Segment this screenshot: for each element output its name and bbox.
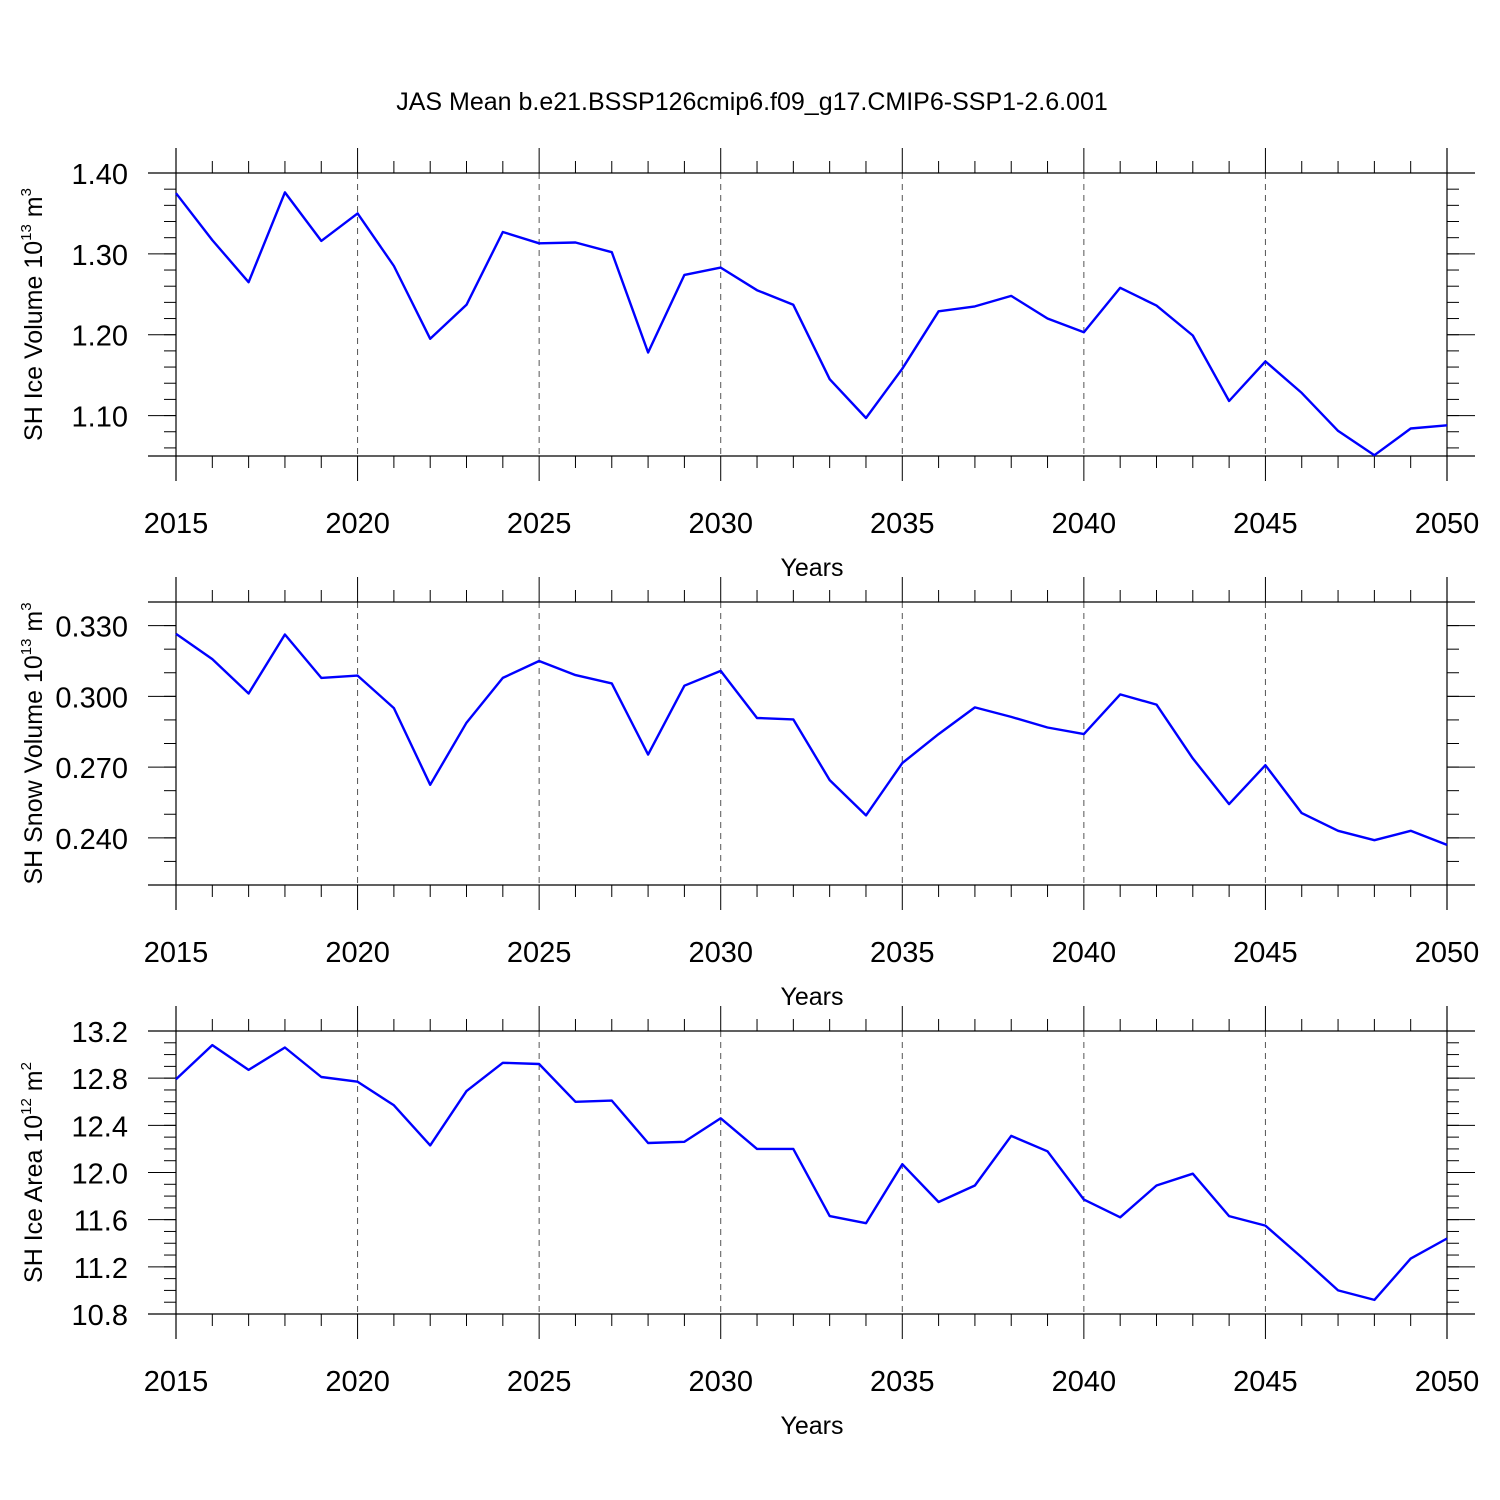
y-axis-label-unit-exp: 2: [18, 1062, 35, 1070]
y-axis-label-exp: 12: [18, 1098, 35, 1115]
x-tick-label: 2015: [144, 1366, 209, 1398]
y-axis-label-unit-exp: 3: [18, 602, 35, 610]
y-axis-label-exp: 13: [18, 639, 35, 656]
x-tick-label: 2030: [688, 1366, 753, 1398]
x-axis-label: Years: [780, 554, 843, 582]
y-tick-label: 0.240: [55, 824, 128, 856]
y-axis-label-unit: m: [20, 611, 48, 639]
x-tick-label: 2015: [144, 508, 209, 540]
y-axis-label: SH Ice Area 1012 m2: [18, 1062, 48, 1283]
x-tick-label: 2045: [1233, 937, 1298, 969]
x-tick-label: 2045: [1233, 1366, 1298, 1398]
y-tick-label: 0.270: [55, 753, 128, 785]
y-axis-label-unit: m: [20, 1070, 48, 1098]
chart-panel-1: 2015 2020 2025 2030 2035 2040 2045 2050 1.10 1.20…: [18, 148, 1479, 582]
x-tick-label: 2020: [325, 937, 390, 969]
chart-panel-3: 2015 2020 2025 2030 2035 2040 2045 2050 10.8 11.2…: [18, 1006, 1479, 1440]
x-axis-label: Years: [780, 983, 843, 1011]
y-tick-label: 11.6: [74, 1206, 128, 1238]
x-tick-label: 2025: [507, 1366, 572, 1398]
y-axis-label-exp: 13: [18, 224, 35, 241]
x-tick-label: 2030: [688, 937, 753, 969]
y-axis-label-unit-exp: 3: [18, 188, 35, 196]
x-tick-label: 2020: [325, 508, 390, 540]
y-tick-label: 0.300: [55, 682, 128, 714]
y-tick-label: 1.20: [72, 321, 128, 353]
x-tick-label: 2020: [325, 1366, 390, 1398]
x-tick-label: 2050: [1415, 1366, 1480, 1398]
y-tick-label: 11.2: [74, 1253, 128, 1285]
chart-panel-2: 2015 2020 2025 2030 2035 2040 2045 2050 0.240 0.2…: [18, 577, 1479, 1011]
y-axis-label-text: SH Ice Volume 10: [20, 241, 48, 441]
y-tick-label: 1.30: [72, 240, 128, 272]
y-axis-label-text: SH Ice Area 10: [20, 1115, 48, 1283]
y-axis-label-unit: m: [20, 196, 48, 224]
x-tick-label: 2025: [507, 937, 572, 969]
y-axis-label: SH Snow Volume 1013 m3: [18, 602, 48, 884]
series-line: [175, 632, 1448, 847]
x-tick-label: 2045: [1233, 508, 1298, 540]
x-tick-label: 2025: [507, 508, 572, 540]
x-tick-label: 2035: [870, 508, 935, 540]
x-tick-label: 2030: [688, 508, 753, 540]
y-axis-label-text: SH Snow Volume 10: [20, 655, 48, 884]
figure-title: JAS Mean b.e21.BSSP126cmip6.f09_g17.CMIP…: [396, 88, 1108, 116]
y-tick-label: 1.10: [72, 402, 128, 434]
x-tick-label: 2015: [144, 937, 209, 969]
x-axis-label: Years: [780, 1412, 843, 1440]
y-axis-label: SH Ice Volume 1013 m3: [18, 188, 48, 441]
y-tick-label: 10.8: [72, 1300, 128, 1332]
x-tick-label: 2035: [870, 1366, 935, 1398]
y-tick-label: 12.8: [72, 1064, 128, 1096]
x-tick-label: 2040: [1052, 1366, 1117, 1398]
y-tick-label: 0.330: [55, 612, 128, 644]
x-tick-label: 2050: [1415, 508, 1480, 540]
x-tick-label: 2035: [870, 937, 935, 969]
x-tick-label: 2040: [1052, 937, 1117, 969]
x-tick-label: 2050: [1415, 937, 1480, 969]
series-line: [175, 191, 1448, 457]
x-tick-label: 2040: [1052, 508, 1117, 540]
y-tick-label: 12.4: [72, 1111, 128, 1143]
series-line: [175, 1043, 1448, 1302]
y-tick-label: 1.40: [72, 159, 128, 191]
panels: 2015 2020 2025 2030 2035 2040 2045 2050 1.10 1.20…: [18, 148, 1479, 1440]
y-tick-label: 13.2: [72, 1017, 128, 1049]
y-tick-label: 12.0: [72, 1159, 128, 1191]
